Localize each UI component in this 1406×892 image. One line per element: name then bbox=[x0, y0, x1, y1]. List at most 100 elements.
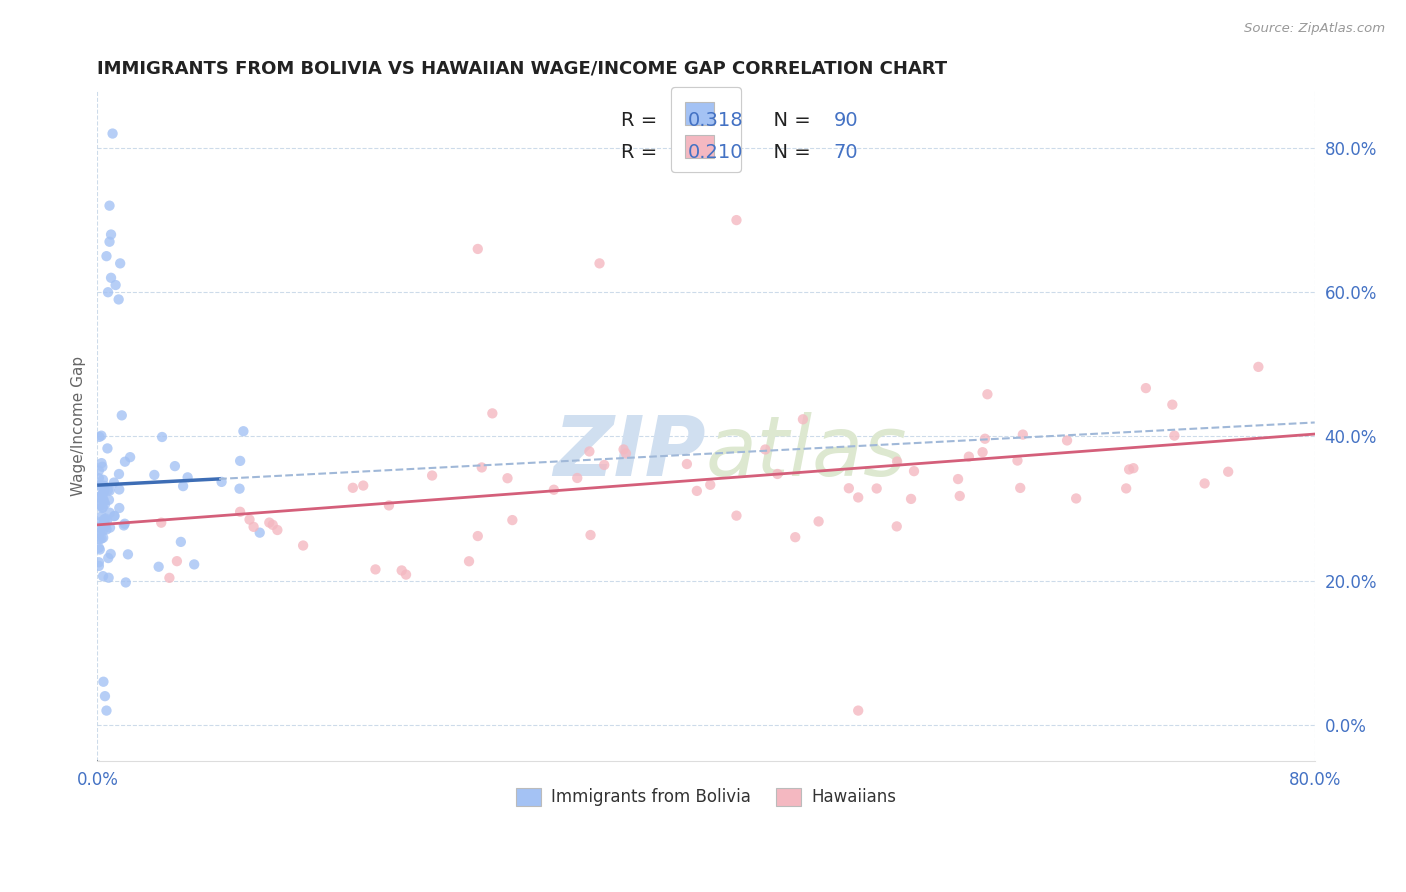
Text: 0.318: 0.318 bbox=[688, 111, 744, 130]
Point bbox=[97, 492, 120, 507]
Point bbox=[613, 442, 636, 457]
Point bbox=[97, 483, 120, 498]
Point bbox=[104, 278, 127, 293]
Point bbox=[699, 477, 721, 491]
Point bbox=[91, 518, 114, 533]
Point bbox=[578, 444, 600, 458]
Text: IMMIGRANTS FROM BOLIVIA VS HAWAIIAN WAGE/INCOME GAP CORRELATION CHART: IMMIGRANTS FROM BOLIVIA VS HAWAIIAN WAGE… bbox=[97, 60, 948, 78]
Point bbox=[238, 512, 260, 526]
Point bbox=[150, 516, 173, 530]
Point bbox=[96, 523, 118, 537]
Legend: Immigrants from Bolivia, Hawaiians: Immigrants from Bolivia, Hawaiians bbox=[509, 781, 903, 814]
Point bbox=[97, 551, 120, 566]
Point bbox=[91, 486, 114, 500]
Point bbox=[846, 704, 869, 718]
Point bbox=[342, 481, 364, 495]
Point bbox=[96, 704, 118, 718]
Point bbox=[108, 256, 131, 270]
Point bbox=[90, 498, 112, 512]
Point bbox=[579, 528, 602, 542]
Point bbox=[90, 509, 112, 524]
Point bbox=[120, 450, 142, 465]
Point bbox=[98, 520, 121, 534]
Point bbox=[94, 511, 117, 525]
Point bbox=[249, 525, 271, 540]
Point bbox=[838, 481, 860, 495]
Point bbox=[1161, 398, 1184, 412]
Point bbox=[89, 430, 111, 444]
Point bbox=[588, 256, 610, 270]
Point bbox=[686, 483, 709, 498]
Point bbox=[183, 558, 205, 572]
Point bbox=[352, 478, 374, 492]
Point bbox=[103, 508, 125, 523]
Point bbox=[98, 199, 121, 213]
Point bbox=[593, 458, 616, 472]
Point bbox=[100, 270, 122, 285]
Point bbox=[101, 127, 124, 141]
Point bbox=[395, 567, 418, 582]
Point bbox=[807, 515, 830, 529]
Point bbox=[93, 483, 115, 498]
Point bbox=[266, 523, 288, 537]
Point bbox=[754, 442, 776, 457]
Point bbox=[114, 516, 136, 531]
Point bbox=[211, 475, 233, 489]
Point bbox=[87, 558, 110, 573]
Point bbox=[87, 490, 110, 504]
Point bbox=[471, 460, 494, 475]
Point bbox=[89, 542, 111, 557]
Point bbox=[93, 674, 115, 689]
Point bbox=[1115, 482, 1137, 496]
Point bbox=[108, 467, 131, 481]
Point bbox=[1122, 461, 1144, 475]
Point bbox=[93, 494, 115, 508]
Point bbox=[98, 235, 121, 249]
Point bbox=[91, 524, 114, 538]
Point bbox=[103, 475, 125, 490]
Point bbox=[87, 555, 110, 569]
Point bbox=[172, 479, 194, 493]
Point bbox=[170, 534, 193, 549]
Point bbox=[420, 468, 443, 483]
Point bbox=[93, 516, 115, 531]
Point bbox=[91, 459, 114, 474]
Point bbox=[976, 387, 998, 401]
Point bbox=[949, 489, 972, 503]
Text: ZIP: ZIP bbox=[554, 412, 706, 493]
Point bbox=[98, 483, 121, 498]
Point bbox=[866, 482, 889, 496]
Point bbox=[108, 483, 131, 497]
Point bbox=[97, 571, 120, 585]
Point bbox=[89, 478, 111, 492]
Point bbox=[100, 547, 122, 561]
Point bbox=[846, 491, 869, 505]
Point bbox=[391, 564, 413, 578]
Point bbox=[1064, 491, 1087, 506]
Point bbox=[94, 519, 117, 533]
Point bbox=[496, 471, 519, 485]
Point bbox=[157, 571, 180, 585]
Point bbox=[1135, 381, 1157, 395]
Text: 90: 90 bbox=[834, 111, 859, 130]
Text: atlas: atlas bbox=[706, 412, 908, 493]
Point bbox=[1247, 359, 1270, 374]
Point bbox=[886, 519, 908, 533]
Point bbox=[886, 454, 908, 468]
Text: R =: R = bbox=[621, 111, 664, 130]
Point bbox=[1010, 481, 1032, 495]
Point bbox=[103, 509, 125, 524]
Point bbox=[232, 424, 254, 438]
Text: R =: R = bbox=[621, 143, 664, 162]
Point bbox=[242, 520, 264, 534]
Point bbox=[725, 508, 748, 523]
Point bbox=[94, 497, 117, 511]
Point bbox=[458, 554, 481, 568]
Point bbox=[467, 529, 489, 543]
Point bbox=[725, 213, 748, 227]
Point bbox=[87, 526, 110, 541]
Point bbox=[1163, 428, 1185, 442]
Point bbox=[112, 518, 135, 533]
Point bbox=[93, 479, 115, 493]
Point bbox=[229, 505, 252, 519]
